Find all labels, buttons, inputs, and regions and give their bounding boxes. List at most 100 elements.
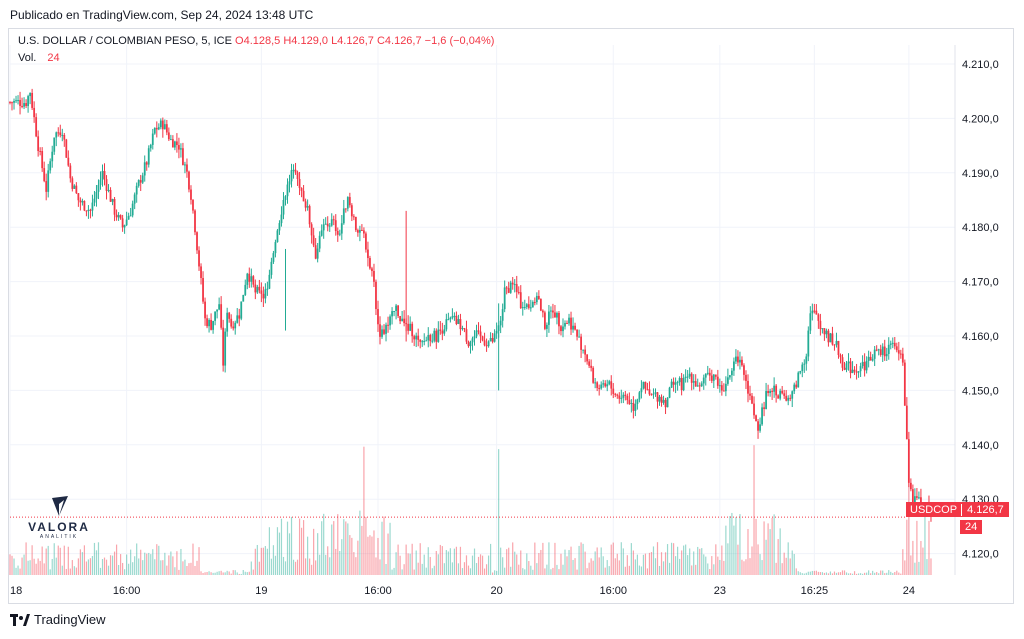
volume-bar [769,529,771,575]
volume-bar [498,449,500,575]
volume-bar [590,558,592,575]
candle-body [324,223,327,225]
candle-body [455,315,458,325]
volume-bar [311,564,313,575]
volume-bar [721,545,723,575]
candle-body [797,372,800,388]
candle-body [499,320,502,326]
volume-bar [119,554,122,575]
candle-body [123,225,126,228]
volume-bar [524,569,526,575]
volume-bar [240,573,242,575]
volume-bar [805,572,807,575]
candle-body [535,295,538,303]
volume-bar [369,535,371,575]
volume-bar [795,568,797,575]
candle-body [889,343,892,345]
volume-bar [339,551,341,575]
volume-bar [492,572,494,575]
volume-bar [612,542,614,575]
volume-bar [685,544,687,575]
volume-bar [202,572,204,575]
candle-body [745,374,747,381]
volume-bar [99,567,102,575]
candle-body [37,136,40,152]
volume-bar [689,548,691,575]
candle-body [487,341,490,347]
candle-body [670,381,673,388]
candle-body [135,185,138,195]
candle-body [222,327,225,366]
volume-bar [292,559,295,575]
volume-bar [399,555,401,575]
candle-body [407,323,410,331]
candle-body [769,390,772,394]
candle-body [735,356,737,362]
candle-body [773,385,776,392]
x-tick-label: 20 [491,585,503,597]
candle-body [642,381,645,389]
candle-body [95,191,98,199]
candle-body [262,293,265,299]
candle-body [507,288,510,293]
volume-bar [626,555,628,575]
volume-bar [697,546,699,575]
volume-bar [9,554,11,575]
candle-body [77,193,80,201]
x-tick-label: 16:00 [364,585,392,597]
candle-body [276,230,279,243]
candle-body [475,330,478,337]
volume-bar [880,570,882,575]
volume-bar [743,561,745,575]
candle-body [356,230,359,233]
candle-body [346,197,349,209]
volume-bar [170,551,172,575]
candle-body [198,250,200,267]
volume-bar [544,568,546,575]
candle-body [537,295,540,299]
volume-bar [359,510,361,575]
candle-body [184,164,186,166]
change-value: −1,6 (−0,04%) [424,35,495,47]
volume-bar [556,564,558,575]
volume-bar [186,565,188,575]
candle-body [471,338,474,343]
footer-brand[interactable]: TradingView [10,612,106,627]
candle-body [481,336,484,341]
candle-body [240,301,243,319]
candle-body [789,397,792,399]
volume-bar [433,565,435,575]
volume-bar [373,530,375,575]
candle-body [580,336,582,350]
symbol-title: U.S. DOLLAR / COLOMBIAN PESO, 5, ICE [18,35,232,47]
x-tick-label: 16:00 [113,585,141,597]
candle-body [568,317,570,324]
volume-bar [228,571,230,575]
candle-body [322,224,325,231]
candle-body [266,288,269,290]
candle-body [194,210,196,233]
candle-body [354,216,357,231]
candle-body [614,393,617,395]
candle-body [204,301,206,319]
candle-body [686,376,689,378]
volume-bar [886,572,888,575]
candle-body [344,208,347,210]
volume-bar [204,572,206,575]
volume-bar [552,567,554,575]
candle-body [33,107,36,118]
candle-body [513,284,516,286]
volume-bar [528,561,530,575]
volume-bar [335,548,337,575]
volume-bar [385,563,387,575]
candle-body [467,341,470,347]
volume-bar [63,545,65,575]
candle-body [588,361,591,366]
candle-body [608,381,611,385]
volume-bar [496,570,498,575]
candle-body [224,331,227,366]
volume-bar [461,568,464,575]
volume-bar [17,565,19,575]
volume-bar [27,560,29,575]
